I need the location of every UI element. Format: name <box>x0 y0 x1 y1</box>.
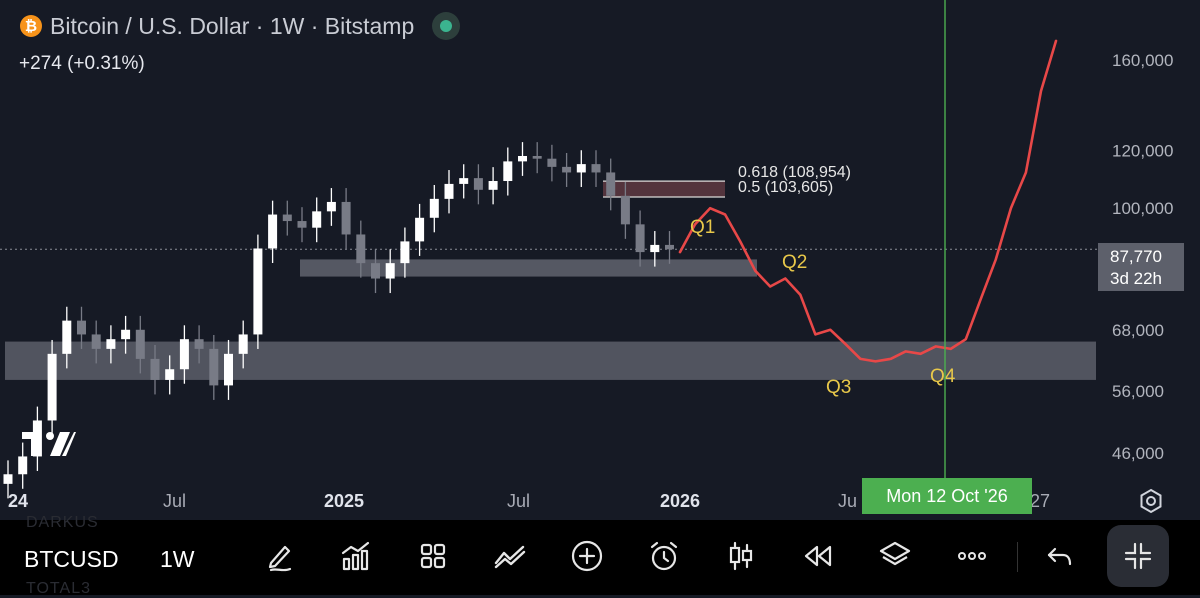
candle-body <box>238 334 248 354</box>
exit-fullscreen-icon <box>1124 542 1152 570</box>
candle-body <box>135 329 145 359</box>
candle-body <box>576 164 586 173</box>
candle-body <box>3 474 13 484</box>
candle-body <box>209 348 219 386</box>
y-tick-label: 160,000 <box>1112 51 1173 70</box>
candle-body <box>488 181 498 190</box>
candle-body <box>606 172 616 196</box>
market-status-icon[interactable] <box>432 12 461 40</box>
candle-body <box>179 339 189 370</box>
y-tick-label: 46,000 <box>1112 444 1164 463</box>
y-tick-label: 120,000 <box>1112 142 1173 161</box>
candle-body <box>518 155 527 162</box>
chart-header: ₿ Bitcoin / U.S. Dollar · 1W · Bitstamp <box>20 12 461 40</box>
quarter-label-q1: Q1 <box>690 217 715 238</box>
candle-body <box>47 353 57 421</box>
quarter-label-q2: Q2 <box>782 252 807 273</box>
crosshair-date-label: Mon 12 Oct '26 <box>862 478 1032 514</box>
bitcoin-icon: ₿ <box>20 15 42 37</box>
layers-icon[interactable] <box>877 538 913 574</box>
bar-countdown: 3d 22h <box>1110 269 1162 288</box>
candle-body <box>400 241 410 264</box>
projection-line <box>678 39 1058 363</box>
candle-body <box>18 456 28 475</box>
timeframe-button[interactable]: 1W <box>160 546 195 572</box>
x-tick-label: 27 <box>1030 491 1050 511</box>
indicators-icon[interactable] <box>338 538 374 574</box>
candle-body <box>620 195 630 225</box>
candles-icon[interactable] <box>723 538 759 574</box>
candle-body <box>312 211 322 228</box>
candle-body <box>532 155 542 159</box>
candle-body <box>150 358 160 380</box>
candle-body <box>650 244 660 253</box>
exit-fullscreen-button[interactable] <box>1107 525 1169 587</box>
candle-body <box>121 329 131 340</box>
add-icon[interactable] <box>569 538 605 574</box>
candle-body <box>106 339 116 349</box>
last-price-label: 87,770 3d 22h <box>1098 243 1184 291</box>
candle-body <box>326 201 336 212</box>
x-tick-label: Jul <box>163 491 186 511</box>
chart-area[interactable]: 0.618 (108,954)0.5 (103,605)200,000160,0… <box>0 0 1200 520</box>
candle-body <box>635 224 645 253</box>
candle-body <box>194 339 204 349</box>
x-tick-label: 2026 <box>660 491 700 511</box>
tradingview-logo-icon <box>22 432 76 456</box>
ghost-symbol-1: DARKUS <box>26 514 99 531</box>
candle-body <box>224 353 233 386</box>
x-tick-label: Jul <box>507 491 530 511</box>
price-chart[interactable]: 0.618 (108,954)0.5 (103,605)200,000160,0… <box>0 0 1200 520</box>
y-tick-label: 68,000 <box>1112 321 1164 340</box>
pencil-icon[interactable] <box>262 538 298 574</box>
candle-body <box>356 234 366 264</box>
candle-body <box>415 217 425 242</box>
quarter-label-q3: Q3 <box>826 377 851 398</box>
support-zone-1 <box>300 259 757 277</box>
candle-body <box>371 263 380 279</box>
fib-zone <box>603 181 725 198</box>
candle-body <box>282 214 292 222</box>
chart-title: Bitcoin / U.S. Dollar · 1W · Bitstamp <box>50 12 415 39</box>
fib-label-1: 0.618 (108,954) <box>738 164 851 181</box>
grid-icon[interactable] <box>415 538 451 574</box>
candle-body <box>341 201 351 235</box>
candle-body <box>562 166 572 173</box>
y-tick-label: 56,000 <box>1112 382 1164 401</box>
more-icon[interactable] <box>954 538 990 574</box>
candle-body <box>459 178 469 184</box>
candle-body <box>503 161 513 182</box>
ghost-symbol-2: TOTAL3 <box>26 580 91 597</box>
candle-body <box>91 334 101 349</box>
compare-icon[interactable] <box>492 538 528 574</box>
undo-icon[interactable] <box>1042 538 1078 574</box>
candle-body <box>547 158 557 167</box>
alarm-icon[interactable] <box>646 538 682 574</box>
price-change: +274 (+0.31%) <box>19 53 145 74</box>
candle-body <box>253 248 263 335</box>
candle-body <box>665 244 674 250</box>
candle-body <box>62 320 72 354</box>
x-tick-label: 2025 <box>324 491 364 511</box>
candle-body <box>297 221 307 228</box>
toolbar-divider <box>1017 542 1018 572</box>
candle-body <box>429 198 439 218</box>
replay-icon[interactable] <box>800 538 836 574</box>
symbol-button[interactable]: BTCUSD <box>24 546 119 572</box>
last-price: 87,770 <box>1110 247 1162 266</box>
candle-body <box>268 214 278 249</box>
quarter-label-q4: Q4 <box>930 366 956 387</box>
chart-settings-icon[interactable] <box>1138 488 1164 514</box>
candle-body <box>444 183 454 199</box>
x-tick-label: Ju <box>838 491 857 511</box>
x-tick-label: 24 <box>8 491 28 511</box>
candle-body <box>165 369 175 380</box>
fib-label-2: 0.5 (103,605) <box>738 179 833 196</box>
y-tick-label: 100,000 <box>1112 199 1173 218</box>
candle-body <box>473 178 483 190</box>
candle-body <box>77 320 86 335</box>
candle-body <box>591 164 601 173</box>
candle-body <box>385 263 395 279</box>
